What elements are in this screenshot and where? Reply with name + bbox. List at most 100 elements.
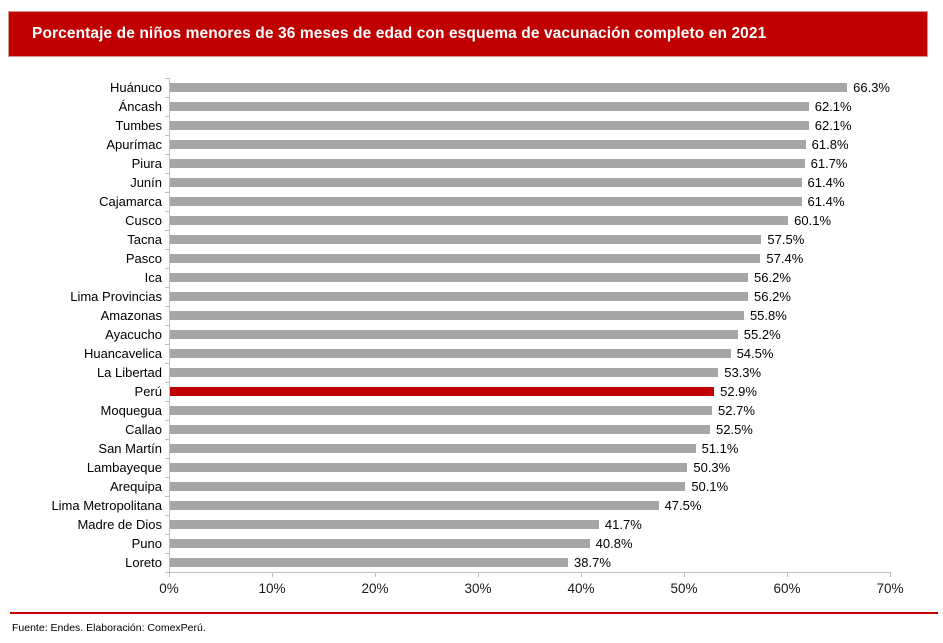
x-axis-tick-label: 40%: [567, 581, 595, 596]
category-label: Loreto: [125, 555, 162, 570]
bar-row: Junín 61.4%: [0, 173, 943, 192]
bar-track: 60.1%: [170, 211, 890, 230]
category-label: Áncash: [118, 99, 162, 114]
category-label: Puno: [131, 536, 162, 551]
bar: [170, 387, 715, 396]
bar: [170, 292, 749, 301]
bar-row: San Martín 51.1%: [0, 439, 943, 458]
bar-track: 61.8%: [170, 135, 890, 154]
value-label: 62.1%: [814, 118, 852, 133]
bar-track: 38.7%: [170, 553, 890, 572]
value-label: 55.2%: [743, 327, 781, 342]
x-axis-tick: [478, 572, 479, 577]
bar-row: Amazonas 55.8%: [0, 306, 943, 325]
bar-track: 52.9%: [170, 382, 890, 401]
value-label: 52.5%: [716, 422, 753, 437]
category-label: Cajamarca: [99, 194, 162, 209]
category-label: Huancavelica: [83, 346, 162, 361]
source-note: Fuente: Endes. Elaboración: ComexPerú.: [12, 622, 206, 634]
bar-chart: Huánuco 66.3% Áncash 62.1% Tumbes 62.1% …: [0, 78, 943, 598]
bar-track: 50.3%: [170, 458, 890, 477]
bar-row: Arequipa 50.1%: [0, 477, 943, 496]
category-label: Amazonas: [100, 308, 162, 323]
bar-track: 40.8%: [170, 534, 890, 553]
bar-row: Moquegua 52.7%: [0, 401, 943, 420]
bar-row: Apurímac 61.8%: [0, 135, 943, 154]
category-label: Lambayeque: [86, 460, 162, 475]
chart-title: Porcentaje de niños menores de 36 meses …: [32, 25, 767, 42]
value-label: 50.3%: [693, 460, 731, 475]
bar-track: 62.1%: [170, 97, 890, 116]
bar-track: 62.1%: [170, 116, 890, 135]
bar: [170, 501, 659, 510]
y-axis-tick: [165, 401, 170, 402]
bar-track: 50.1%: [170, 477, 890, 496]
bar-row: Lima Provincias 56.2%: [0, 287, 943, 306]
bar: [170, 273, 749, 282]
y-axis-tick: [165, 268, 170, 269]
y-axis-tick: [165, 515, 170, 516]
bar: [170, 311, 744, 320]
y-axis-tick: [165, 287, 170, 288]
bar-track: 56.2%: [170, 287, 890, 306]
bar: [170, 330, 738, 339]
bar-row: Ica 56.2%: [0, 268, 943, 287]
y-axis-tick: [165, 116, 170, 117]
value-label: 56.2%: [754, 289, 791, 304]
bar-rows: Huánuco 66.3% Áncash 62.1% Tumbes 62.1% …: [0, 78, 943, 572]
y-axis-tick: [165, 572, 170, 573]
category-label: Lima Metropolitana: [51, 498, 162, 513]
value-label: 62.1%: [814, 99, 852, 114]
y-axis-tick: [165, 363, 170, 364]
bar-row: Tacna 57.5%: [0, 230, 943, 249]
bar: [170, 178, 802, 187]
bar: [170, 216, 789, 225]
bar: [170, 406, 713, 415]
bar-row: La Libertad 53.3%: [0, 363, 943, 382]
y-axis-tick: [165, 496, 170, 497]
bar: [170, 349, 731, 358]
bar: [170, 102, 809, 111]
x-axis-tick-label: 70%: [876, 581, 904, 596]
bar-track: 55.2%: [170, 325, 890, 344]
y-axis-tick: [165, 230, 170, 231]
y-axis-tick: [165, 325, 170, 326]
bar: [170, 197, 802, 206]
bar-row: Ayacucho 55.2%: [0, 325, 943, 344]
bar-track: 57.5%: [170, 230, 890, 249]
bar-row: Cajamarca 61.4%: [0, 192, 943, 211]
bar: [170, 140, 806, 149]
category-label: Perú: [134, 384, 162, 399]
bar-row: Piura 61.7%: [0, 154, 943, 173]
y-axis-tick: [165, 192, 170, 193]
x-axis-tick: [581, 572, 582, 577]
x-axis-tick: [272, 572, 273, 577]
bar: [170, 444, 696, 453]
x-axis-tick-label: 50%: [670, 581, 698, 596]
x-axis-tick-label: 10%: [258, 581, 286, 596]
bar-row: Huancavelica 54.5%: [0, 344, 943, 363]
chart-title-banner: Porcentaje de niños menores de 36 meses …: [8, 11, 928, 57]
bar-row: Lambayeque 50.3%: [0, 458, 943, 477]
x-axis-tick-label: 0%: [159, 581, 179, 596]
bar-track: 66.3%: [170, 78, 890, 97]
value-label: 38.7%: [574, 555, 611, 570]
value-label: 61.4%: [807, 194, 845, 209]
category-label: Piura: [131, 156, 162, 171]
y-axis-tick: [165, 249, 170, 250]
value-label: 51.1%: [701, 441, 739, 456]
bar-row: Lima Metropolitana 47.5%: [0, 496, 943, 515]
value-label: 60.1%: [794, 213, 832, 228]
value-label: 54.5%: [736, 346, 774, 361]
bar: [170, 482, 686, 491]
bar-track: 41.7%: [170, 515, 890, 534]
value-label: 66.3%: [853, 80, 890, 95]
bar: [170, 254, 761, 263]
x-axis-tick-label: 60%: [773, 581, 801, 596]
value-label: 52.7%: [718, 403, 755, 418]
bar-row: Perú 52.9%: [0, 382, 943, 401]
y-axis-tick: [165, 420, 170, 421]
value-label: 56.2%: [754, 270, 791, 285]
bar: [170, 235, 762, 244]
category-label: Ayacucho: [105, 327, 162, 342]
